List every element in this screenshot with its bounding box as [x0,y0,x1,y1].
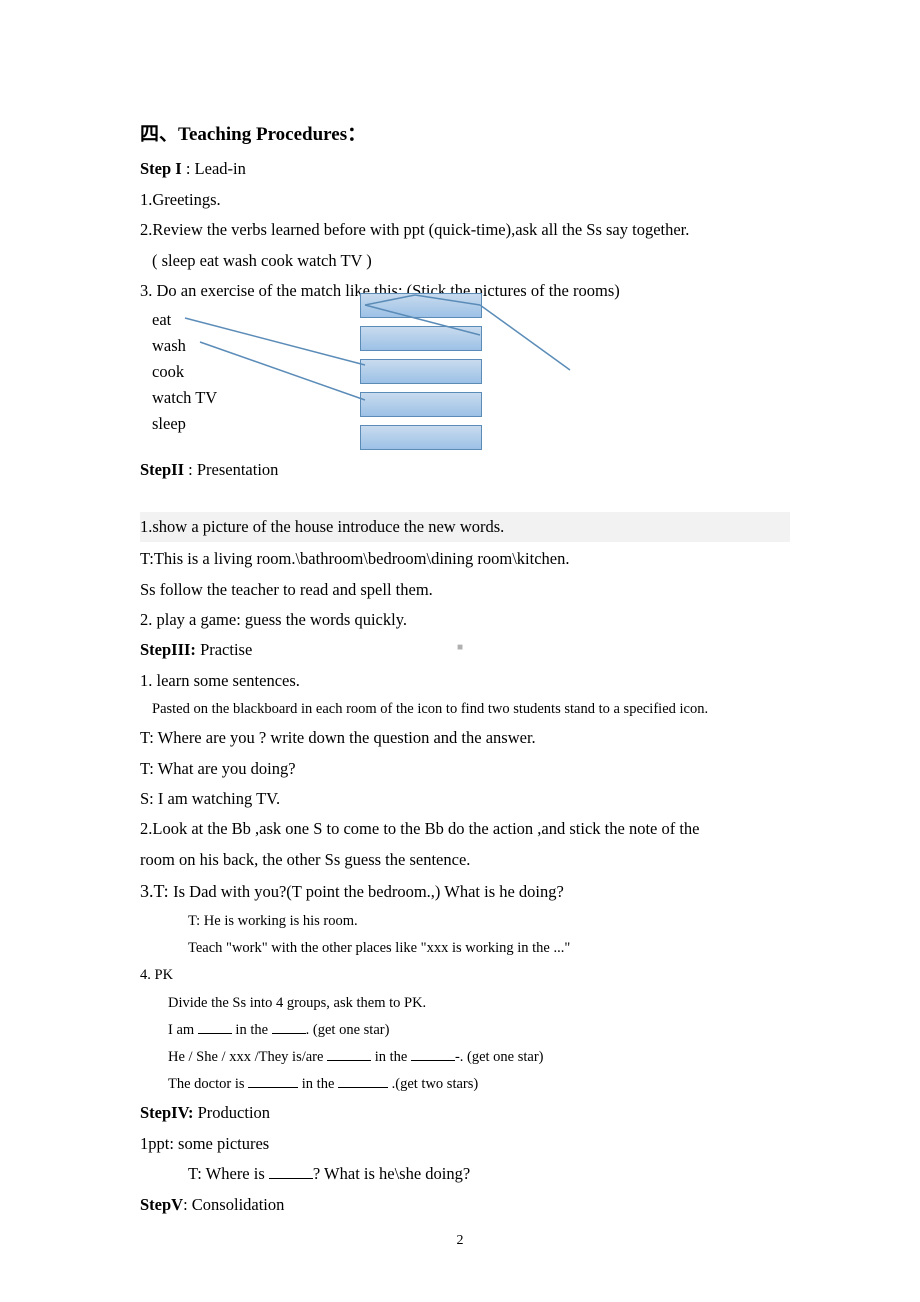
section-number: 四、 [140,124,178,145]
document-page: 四、Teaching Procedures： Step I : Lead-in … [0,0,920,1302]
blank [327,1047,371,1061]
step3-line7-sub2: I am in the . (get one star) [140,1019,790,1042]
text: ? What is he\she doing? [313,1164,470,1183]
step3-line1-sub: Pasted on the blackboard in each room of… [140,698,790,721]
text: He / She / xxx /They is/are [168,1049,327,1065]
section-title: 四、Teaching Procedures： [140,120,790,150]
spacer [140,488,790,502]
step4-line2: T: Where is ? What is he\she doing? [140,1161,790,1187]
text: .(get two stars) [388,1076,478,1092]
step3-line1: 1. learn some sentences. [140,668,790,694]
blank [198,1020,232,1034]
text: . (get one star) [306,1022,390,1038]
step3-line4: S: I am watching TV. [140,786,790,812]
match-word: watch TV [152,386,217,412]
room-box [360,359,482,384]
text: The doctor is [168,1076,248,1092]
step2-highlight: 1.show a picture of the house introduce … [140,512,790,542]
step4-line1: 1ppt: some pictures [140,1131,790,1157]
step4-heading: StepIV: Production [140,1100,790,1126]
room-box [360,425,482,450]
step3-line7-sub3: He / She / xxx /They is/are in the -. (g… [140,1046,790,1069]
step1-line2: 2.Review the verbs learned before with p… [140,217,790,243]
text: in the [298,1076,338,1092]
room-box [360,293,482,318]
blank [338,1074,388,1088]
step1-label: Step I [140,159,182,178]
step5-label: StepV [140,1195,183,1214]
text: in the [371,1049,411,1065]
center-dot-icon: ■ [457,640,463,656]
text: T: Where is [188,1164,269,1183]
match-word: sleep [152,412,217,438]
section-title-text: Teaching Procedures： [178,124,366,145]
step3-line6-rest: Is Dad with you?(T point the bedroom.,) … [173,882,564,901]
step3-rest: Practise [196,640,252,659]
step1-heading: Step I : Lead-in [140,156,790,182]
blank [269,1163,313,1179]
step3-line6: 3.T: Is Dad with you?(T point the bedroo… [140,877,790,906]
room-box [360,326,482,351]
step3-line3: T: What are you doing? [140,756,790,782]
match-word: eat [152,308,217,334]
matching-exercise: eat wash cook watch TV sleep [140,308,790,453]
step3-line6-sub1: T: He is working is his room. [140,910,790,933]
match-word: cook [152,360,217,386]
step1-line1: 1.Greetings. [140,187,790,213]
boxes-column [360,293,482,458]
step1-line3: ( sleep eat wash cook watch TV ) [140,248,790,274]
step2-line2: Ss follow the teacher to read and spell … [140,577,790,603]
text: -. (get one star) [455,1049,544,1065]
step3-line7-sub1: Divide the Ss into 4 groups, ask them to… [140,992,790,1015]
blank [248,1074,298,1088]
step4-rest: Production [194,1103,271,1122]
step1-rest: : Lead-in [182,159,246,178]
word-column: eat wash cook watch TV sleep [140,308,217,438]
step3-heading: StepIII: Practise [140,637,790,663]
step2-label: StepII [140,460,184,479]
step2-rest: : Presentation [184,460,278,479]
step3-line5b: room on his back, the other Ss guess the… [140,847,790,873]
blank [411,1047,455,1061]
step4-label: StepIV: [140,1103,194,1122]
step2-line3: 2. play a game: guess the words quickly. [140,607,790,633]
page-number: 2 [0,1230,920,1252]
step3-line2: T: Where are you ? write down the questi… [140,725,790,751]
text: in the [232,1022,272,1038]
step2-heading: StepII : Presentation [140,457,790,483]
step3-line6-sub2: Teach "work" with the other places like … [140,937,790,960]
step5-rest: : Consolidation [183,1195,284,1214]
step3-line7: 4. PK [140,964,790,987]
step5-heading: StepV: Consolidation [140,1192,790,1218]
blank [272,1020,306,1034]
step3-line6-pre: 3.T: [140,881,173,901]
step3-label: StepIII: [140,640,196,659]
step3-line5: 2.Look at the Bb ,ask one S to come to t… [140,816,790,842]
text: I am [168,1022,198,1038]
match-word: wash [152,334,217,360]
room-box [360,392,482,417]
step2-line1: T:This is a living room.\bathroom\bedroo… [140,546,790,572]
step3-line7-sub4: The doctor is in the .(get two stars) [140,1073,790,1096]
